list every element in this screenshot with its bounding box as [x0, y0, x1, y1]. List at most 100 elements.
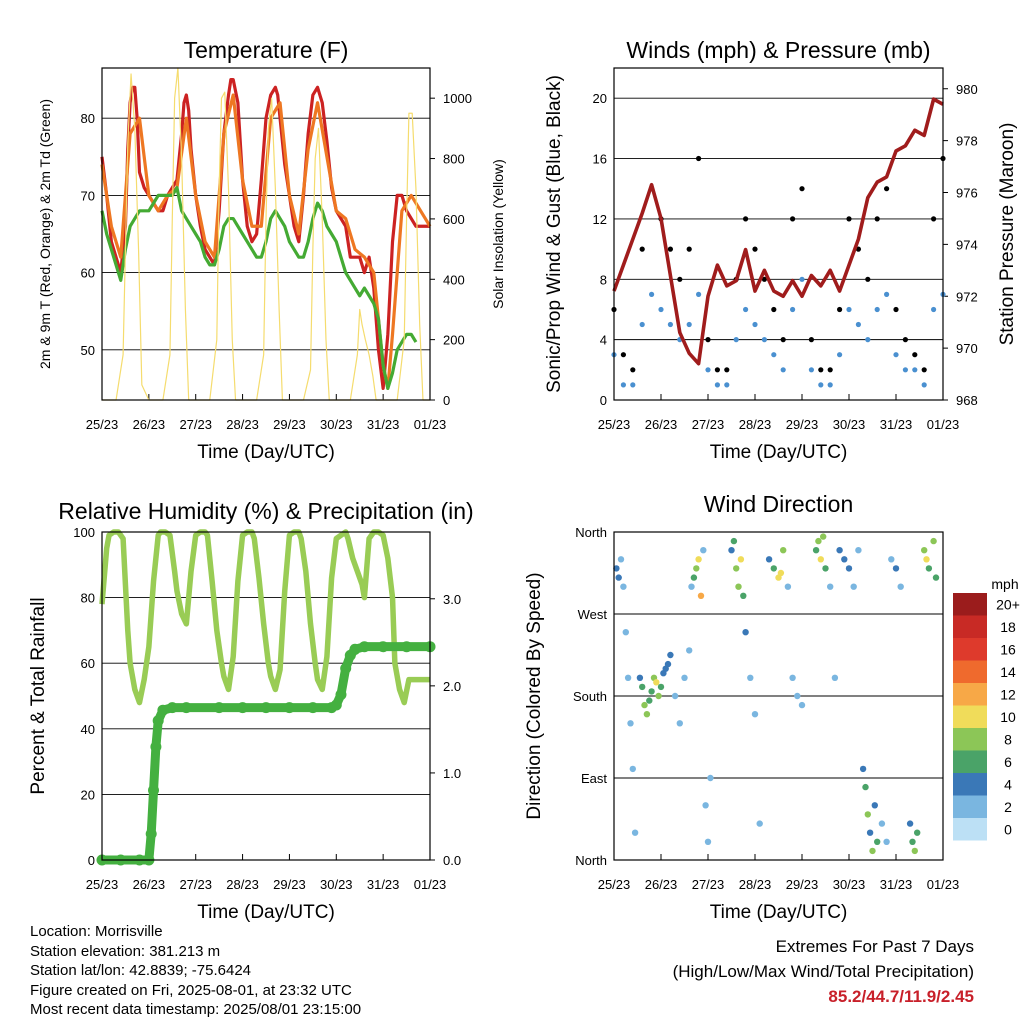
- wind-dir-point: [850, 583, 857, 590]
- data-point-gust: [677, 276, 683, 282]
- y-tick-label: 60: [81, 266, 95, 281]
- wind-dir-point: [702, 802, 709, 809]
- wind-dir-point: [845, 565, 853, 572]
- station-latlon: Station lat/lon: 42.8839; -75.6424: [30, 962, 252, 979]
- y2-tick-label: 978: [956, 134, 978, 149]
- data-point-gust: [874, 216, 880, 222]
- wind-dir-point: [688, 583, 695, 590]
- wind-dir-point: [923, 556, 930, 563]
- legend-label: 18: [1000, 619, 1016, 635]
- wind-dir-point: [930, 537, 937, 545]
- y2-tick-label: 0.0: [443, 853, 461, 868]
- legend-title: mph: [991, 576, 1018, 592]
- station-info: Location: Morrisville Station elevation:…: [30, 922, 361, 1020]
- wind-dir-point: [735, 583, 742, 590]
- x-tick-label: 28/23: [226, 877, 259, 892]
- wind-dir-point: [925, 565, 933, 572]
- station-elevation: Station elevation: 381.213 m: [30, 942, 221, 960]
- x-tick-label: 28/23: [739, 417, 772, 432]
- data-point-gust: [818, 367, 824, 373]
- data-point-wind: [658, 306, 664, 313]
- wind-dir-point: [841, 556, 848, 563]
- y2-tick-label: 2.0: [443, 679, 461, 694]
- wind-dir-point: [921, 547, 928, 554]
- data-point-gust: [761, 276, 768, 282]
- wind-dir-point: [733, 565, 740, 572]
- y2-tick-label: 0: [443, 393, 450, 408]
- legend-swatch: [953, 683, 987, 706]
- wind-dir-point: [646, 697, 653, 704]
- wind-dir-point: [862, 783, 869, 791]
- data-point-gust: [705, 337, 711, 343]
- wind-dir-point: [629, 765, 636, 773]
- y-tick-label: 0: [88, 853, 95, 868]
- y-tick-label: 100: [73, 525, 95, 540]
- y-tick-label: 50: [81, 343, 95, 358]
- legend-label: 16: [1000, 641, 1016, 657]
- data-point-gust: [743, 216, 749, 222]
- wind-dir-point: [869, 847, 876, 855]
- extremes-title: Extremes For Past 7 Days: [775, 937, 974, 956]
- chart-title: Winds (mph) & Pressure (mb): [626, 37, 930, 63]
- series-line-solar-insolation: [102, 67, 430, 401]
- data-point-gust: [865, 276, 871, 282]
- legend-swatch: [953, 728, 987, 751]
- data-point-gust: [752, 246, 758, 252]
- data-point-wind: [630, 382, 636, 388]
- data-point-gust: [686, 246, 692, 252]
- x-axis-label: Time (Day/UTC): [710, 902, 848, 923]
- data-point-wind: [752, 321, 758, 328]
- wind-dir-point: [827, 583, 834, 590]
- wind-direction-panel: Wind Direction North East South West North 25/…: [524, 491, 1020, 923]
- wind-dir-point: [622, 629, 629, 636]
- data-point-wind: [865, 337, 871, 343]
- wind-dir-point: [697, 592, 705, 599]
- y-tick-label: North: [575, 525, 607, 540]
- y2-tick-label: 980: [956, 82, 978, 97]
- y-tick-label: 40: [81, 722, 95, 737]
- y-axis-label: Percent & Total Rainfall: [28, 597, 49, 794]
- x-tick-label: 29/23: [786, 877, 819, 892]
- data-point-gust: [696, 155, 702, 162]
- wind-dir-point: [780, 547, 787, 554]
- y-tick-label: East: [581, 771, 607, 786]
- y-axis-label: Sonic/Prop Wind & Gust (Blue, Black): [544, 75, 565, 393]
- x-tick-label: 29/23: [273, 877, 306, 892]
- x-tick-label: 31/23: [367, 877, 400, 892]
- x-tick-label: 26/23: [133, 417, 166, 432]
- x-tick-label: 27/23: [692, 417, 725, 432]
- wind-dir-point: [765, 556, 773, 563]
- data-point-gust: [912, 352, 918, 358]
- y-axis-label: Direction (Colored By Speed): [524, 572, 545, 819]
- plot-frame: [101, 67, 431, 401]
- figure-created: Figure created on Fri, 2025-08-01, at 23…: [30, 981, 352, 999]
- y2-tick-label: 972: [956, 289, 978, 304]
- x-axis-label: Time (Day/UTC): [710, 442, 848, 463]
- plot-frame: [101, 531, 431, 861]
- data-point-gust: [630, 367, 636, 373]
- x-tick-label: 27/23: [179, 417, 212, 432]
- wind-dir-point: [693, 565, 700, 572]
- data-point-wind: [818, 382, 824, 388]
- wind-dir-point: [836, 547, 843, 554]
- wind-dir-point: [909, 838, 916, 845]
- wind-dir-point: [636, 674, 644, 681]
- extremes-values: 85.2/44.7/11.9/2.45: [828, 987, 974, 1006]
- wind-dir-point: [822, 565, 829, 572]
- legend-label: 0: [1004, 821, 1012, 837]
- series-line-total-rainfall: [102, 642, 430, 865]
- x-tick-label: 26/23: [645, 417, 678, 432]
- x-tick-label: 28/23: [226, 417, 259, 432]
- data-point-gust: [771, 306, 777, 313]
- x-tick-label: 25/23: [598, 877, 631, 892]
- legend-swatch: [953, 593, 987, 616]
- data-point-gust: [931, 216, 937, 222]
- x-tick-label: 25/23: [86, 877, 119, 892]
- humidity-precip-panel: Relative Humidity (%) & Precipitation (i…: [28, 498, 474, 923]
- wind-dir-point: [671, 692, 679, 700]
- wind-dir-point: [620, 583, 627, 590]
- y2-tick-label: 974: [956, 237, 978, 252]
- wind-dir-point: [695, 556, 702, 563]
- legend-label: 12: [1000, 686, 1016, 702]
- x-axis-label: Time (Day/UTC): [197, 902, 335, 923]
